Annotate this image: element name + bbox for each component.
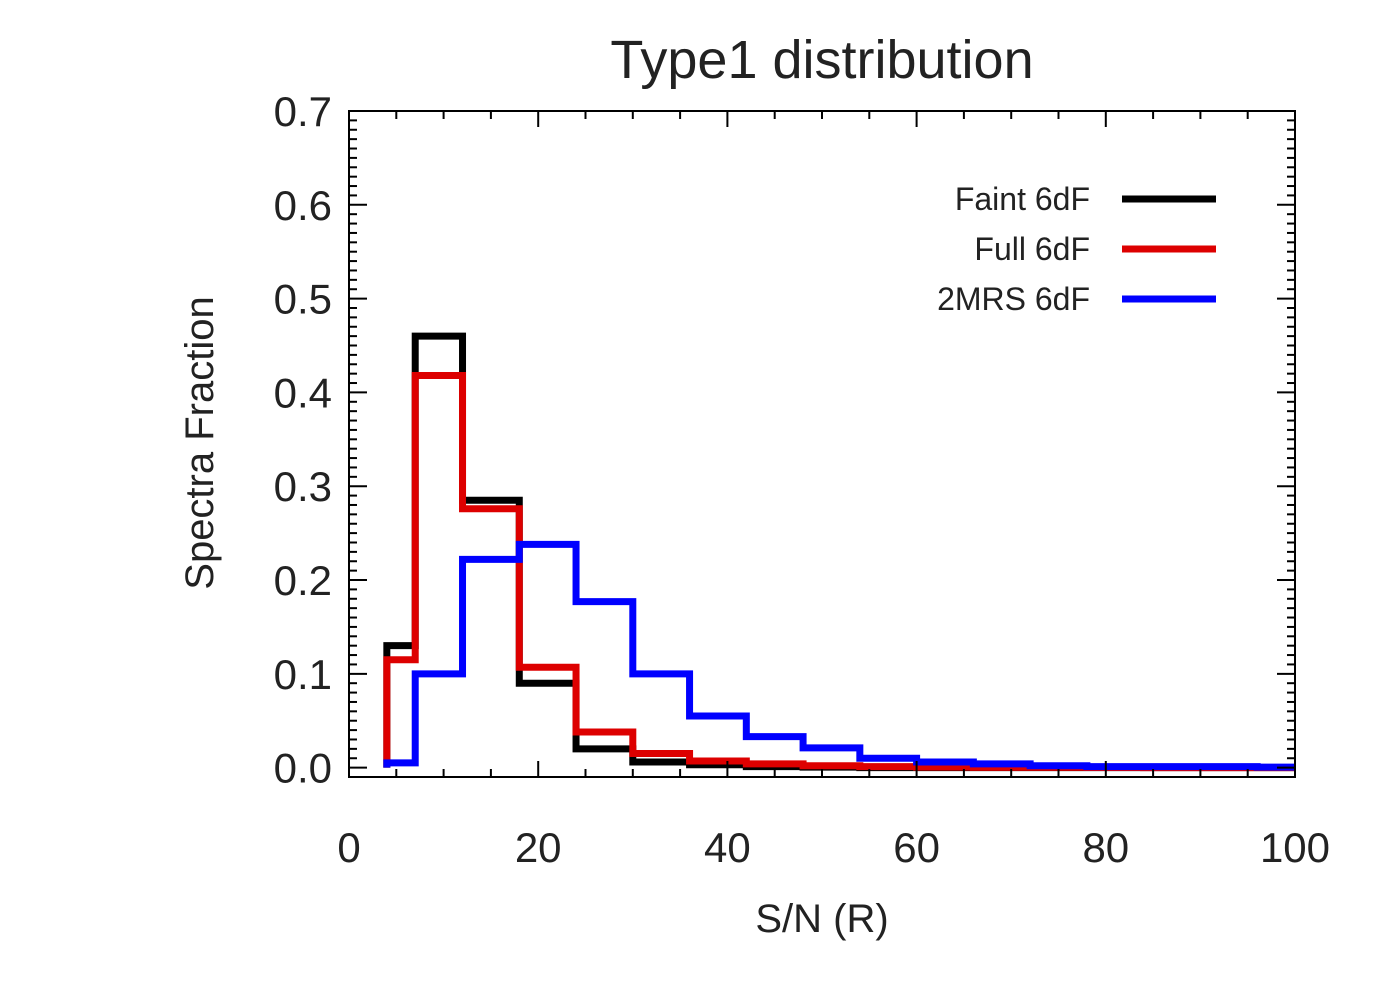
tick-labels: 0 20 40 60 80 100 0.0 0.1 0.2 0.3 0.4 0.5 0.6 0.7 <box>274 88 1330 871</box>
y-axis-label: Spectra Fraction <box>178 296 222 589</box>
legend-label: 2MRS 6dF <box>937 281 1090 317</box>
x-tick-label: 80 <box>1082 824 1129 871</box>
x-tick-label: 20 <box>515 824 562 871</box>
x-tick-label: 40 <box>704 824 751 871</box>
y-tick-label: 0.0 <box>274 745 332 792</box>
y-tick-label: 0.1 <box>274 651 332 698</box>
plot-marks <box>383 332 1295 772</box>
y-tick-label: 0.3 <box>274 463 332 510</box>
y-tick-label: 0.2 <box>274 557 332 604</box>
x-axis-label: S/N (R) <box>755 897 888 941</box>
series-line-full-6df <box>383 372 1295 772</box>
y-tick-label: 0.5 <box>274 276 332 323</box>
series-line-2mrs-6df <box>383 540 1295 771</box>
y-tick-label: 0.6 <box>274 182 332 229</box>
legend-label: Full 6dF <box>974 231 1090 267</box>
legend: Faint 6dF Full 6dF 2MRS 6dF <box>937 181 1216 317</box>
y-tick-label: 0.4 <box>274 369 332 416</box>
axes <box>348 110 1296 778</box>
plot-frame <box>348 110 1296 778</box>
legend-label: Faint 6dF <box>955 181 1090 217</box>
y-tick-label: 0.7 <box>274 88 332 135</box>
x-tick-label: 60 <box>893 824 940 871</box>
x-tick-label: 100 <box>1260 824 1330 871</box>
x-tick-label: 0 <box>337 824 360 871</box>
chart-title: Type1 distribution <box>610 30 1033 90</box>
series-line-faint-6df <box>383 332 1295 772</box>
